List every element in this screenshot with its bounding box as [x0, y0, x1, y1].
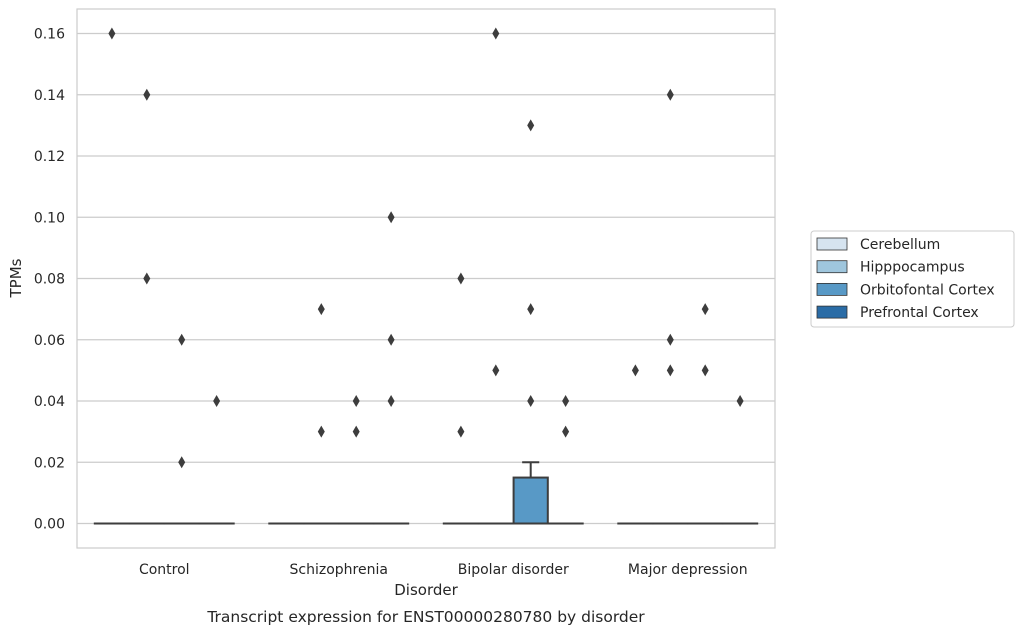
x-tick-label: Control: [139, 562, 190, 578]
y-tick-label: 0.06: [34, 333, 65, 349]
outlier-point: [143, 272, 151, 285]
y-tick-label: 0.10: [34, 210, 65, 226]
box-series: [93, 461, 759, 525]
outlier-point: [666, 88, 674, 101]
legend-label: Prefrontal Cortex: [860, 305, 979, 321]
outlier-point: [562, 425, 570, 438]
legend-label: Hipppocampus: [860, 260, 965, 276]
y-tick-label: 0.12: [34, 149, 65, 165]
x-tick-label: Major depression: [628, 562, 748, 578]
outlier-point: [701, 364, 709, 377]
legend-swatch: [816, 237, 848, 251]
outlier-point: [387, 395, 395, 407]
y-tick-label: 0.04: [34, 394, 65, 410]
gridlines: [77, 32, 775, 525]
legend: Cerebellum Hipppocampus Orbitofontal Corte…: [810, 230, 1015, 328]
outlier-point: [527, 303, 535, 316]
legend-swatch: [816, 260, 848, 274]
outlier-point: [492, 364, 500, 377]
outlier-point: [317, 425, 325, 438]
x-axis-ticks: Control Schizophrenia Bipolar disorder Majo…: [139, 562, 748, 578]
outlier-point: [317, 303, 325, 316]
outlier-point: [631, 364, 639, 377]
outlier-point: [562, 395, 570, 407]
x-tick-label: Bipolar disorder: [458, 562, 569, 578]
x-tick-label: Schizophrenia: [290, 562, 388, 578]
box-2-2: [512, 461, 549, 525]
outlier-point: [178, 333, 186, 346]
x-axis-label: Disorder: [394, 581, 458, 599]
y-axis-label: TPMs: [7, 258, 25, 298]
legend-swatch: [816, 305, 848, 319]
outlier-point: [143, 88, 151, 101]
outlier-point: [666, 364, 674, 377]
y-tick-label: 0.00: [34, 517, 65, 533]
outlier-point: [666, 333, 674, 346]
legend-frame: [810, 230, 1015, 328]
outlier-point: [527, 119, 535, 132]
legend-swatch: [816, 282, 848, 296]
outlier-point: [736, 395, 744, 407]
outlier-point: [108, 27, 116, 40]
outlier-point: [527, 395, 535, 407]
outlier-point: [492, 27, 500, 40]
outlier-point: [387, 211, 395, 224]
legend-label: Orbitofontal Cortex: [860, 282, 995, 298]
outlier-point: [178, 456, 186, 469]
outlier-point: [352, 425, 360, 438]
y-axis-ticks: 0.00 0.02 0.04 0.06 0.08 0.10 0.12 0.14 0.16: [34, 27, 65, 533]
y-tick-label: 0.02: [34, 455, 65, 471]
outlier-point: [701, 303, 709, 316]
box-body: [512, 476, 549, 525]
y-tick-label: 0.16: [34, 27, 65, 43]
plot-area-frame: [76, 8, 776, 549]
y-tick-label: 0.14: [34, 88, 65, 104]
outlier-point: [352, 395, 360, 407]
chart-caption: Transcript expression for ENST0000028078…: [206, 608, 645, 626]
legend-label: Cerebellum: [860, 237, 940, 253]
outlier-points: [108, 27, 744, 469]
outlier-point: [457, 272, 465, 285]
outlier-point: [387, 333, 395, 346]
outlier-point: [213, 395, 221, 407]
outlier-point: [457, 425, 465, 438]
y-tick-label: 0.08: [34, 272, 65, 288]
